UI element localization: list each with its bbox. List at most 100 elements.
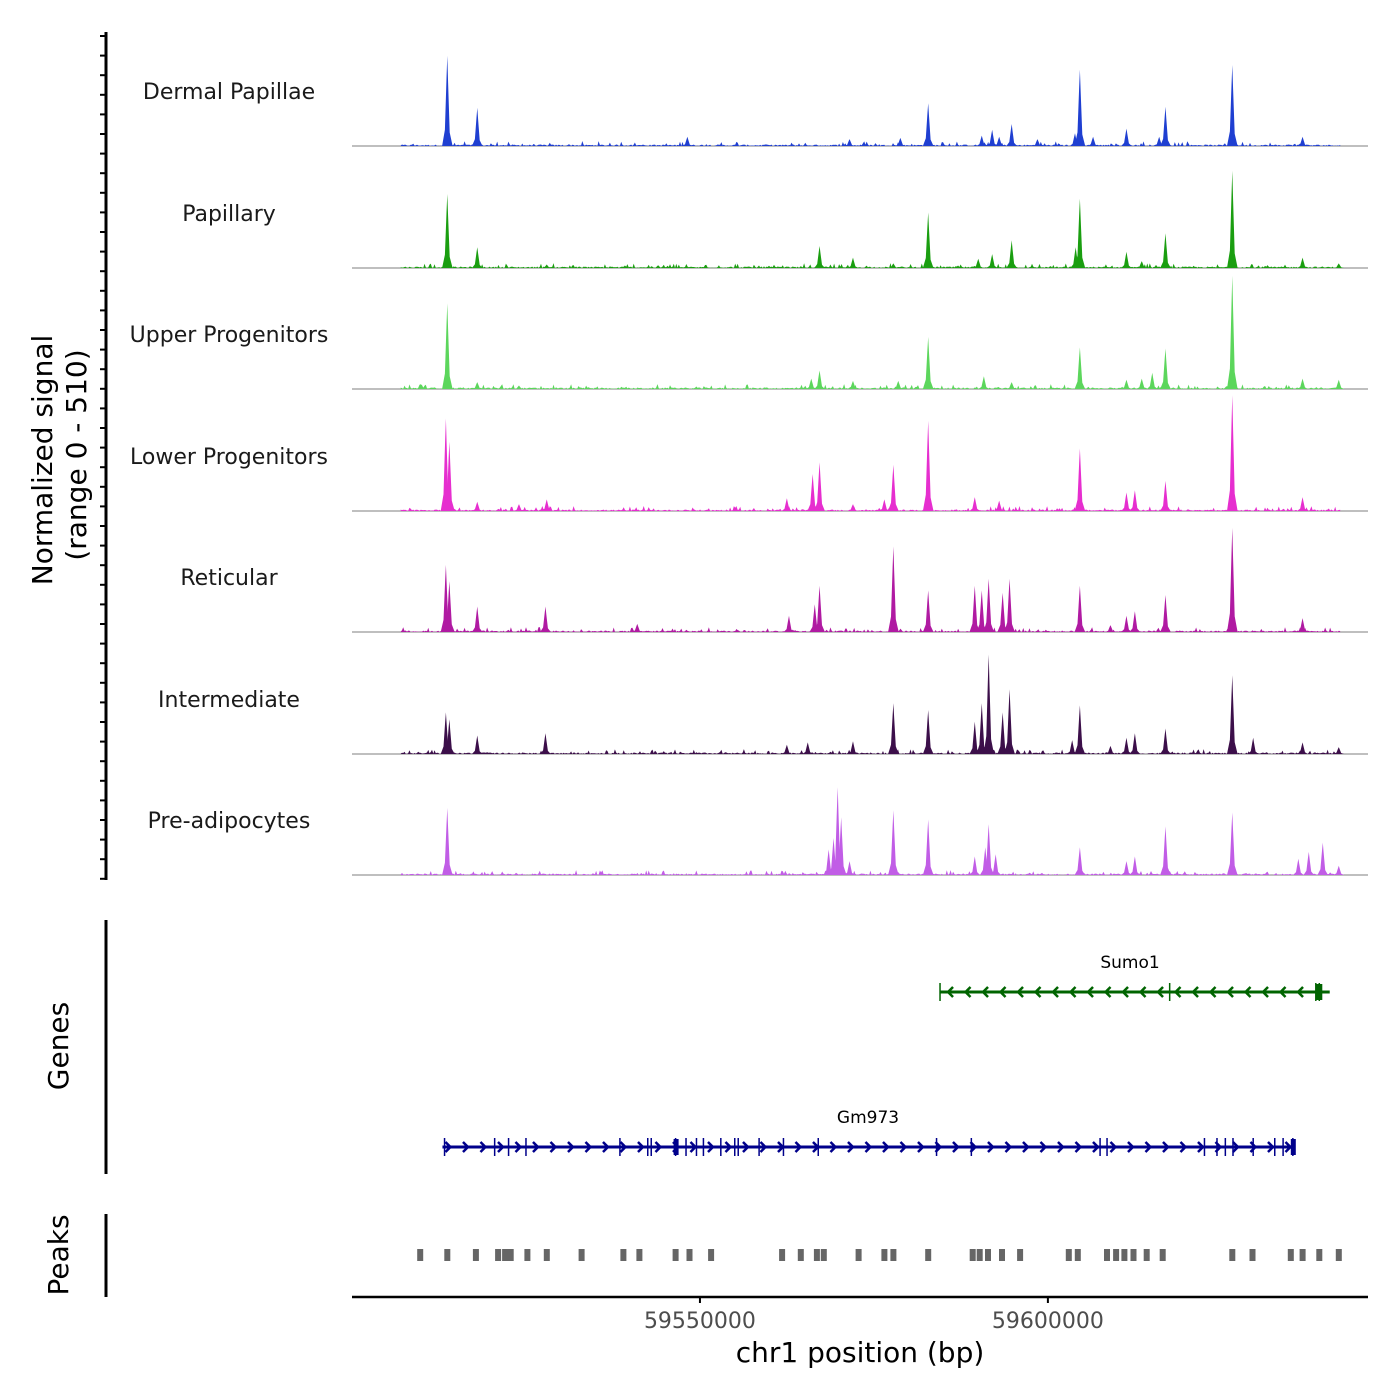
- signal-peak: [832, 787, 843, 875]
- signal-peak: [440, 418, 452, 511]
- signal-peak: [541, 499, 553, 511]
- strand-arrow: [998, 986, 1007, 998]
- x-axis-ticks: 59550000 59600000: [644, 1297, 1104, 1334]
- signal-peak: [983, 654, 994, 754]
- signal-peak: [978, 376, 990, 389]
- strand-arrow: [1121, 986, 1129, 998]
- y-axis-title-line1: Normalized signal: [26, 335, 59, 586]
- signal-peak: [442, 807, 453, 875]
- gene-label-sumo1: Sumo1: [1100, 953, 1159, 973]
- strand-arrow: [707, 1141, 715, 1153]
- strand-arrow: [759, 1141, 768, 1153]
- signal-peak: [1333, 379, 1345, 389]
- x-axis-title: chr1 position (bp): [736, 1336, 985, 1369]
- signal-peak: [472, 382, 483, 389]
- strand-arrow: [1284, 1141, 1293, 1153]
- signal-peak: [1297, 257, 1308, 268]
- signal-peak: [1227, 65, 1238, 146]
- signal-peak: [1121, 379, 1132, 389]
- strand-arrow: [1068, 986, 1077, 998]
- signal-peak: [835, 817, 847, 875]
- signal-peak: [442, 194, 453, 268]
- peak-region: [1065, 1249, 1072, 1261]
- strand-arrow: [532, 1141, 540, 1153]
- track-label-lower-progenitors: Lower Progenitors: [130, 445, 328, 470]
- signal-peak: [781, 498, 793, 511]
- peak-region: [636, 1249, 643, 1261]
- signal-peak: [888, 810, 899, 875]
- signal-tracks: Dermal Papillae Papillary Upper Progenitor…: [130, 55, 1368, 876]
- peak-region: [502, 1249, 509, 1261]
- signal-peak: [540, 606, 551, 632]
- strand-arrow: [899, 1141, 908, 1153]
- signal-peak: [1160, 348, 1171, 389]
- signal-peak: [1227, 170, 1238, 268]
- strand-arrow: [1057, 1141, 1065, 1153]
- signal-peak: [1074, 198, 1086, 268]
- peak-region: [507, 1249, 514, 1261]
- signal-peak: [922, 336, 934, 389]
- signal-peak: [1333, 747, 1345, 754]
- y-axis-title-line2: (range 0 - 510): [60, 349, 93, 560]
- signal-peak: [1333, 263, 1345, 268]
- strand-arrow: [1179, 1141, 1188, 1153]
- peak-region: [620, 1249, 627, 1261]
- strand-arrow: [689, 1141, 698, 1153]
- strand-arrow: [1261, 986, 1269, 998]
- signal-peak: [540, 733, 551, 754]
- peak-region: [1113, 1249, 1120, 1261]
- signal-peak: [513, 385, 525, 389]
- signal-peak: [1067, 740, 1078, 754]
- signal-peak: [993, 500, 1005, 511]
- signal-peak: [682, 136, 693, 146]
- signal-peak: [969, 497, 981, 511]
- signal-peak: [1105, 625, 1116, 632]
- signal-peak: [807, 474, 818, 511]
- signal-peak: [1074, 448, 1086, 511]
- strand-arrow: [1138, 986, 1147, 998]
- peak-region: [855, 1249, 862, 1261]
- peak-regions: [417, 1249, 1342, 1261]
- signal-peak: [781, 744, 793, 754]
- strand-arrow: [497, 1141, 505, 1153]
- signal-peak: [976, 135, 988, 146]
- signal-peak: [1227, 812, 1238, 875]
- peak-region: [1229, 1249, 1236, 1261]
- strand-arrow: [1226, 986, 1234, 998]
- background-signal: [400, 506, 1341, 511]
- signal-peak: [888, 263, 899, 268]
- strand-arrow: [1109, 1141, 1118, 1153]
- strand-arrow: [1267, 1141, 1275, 1153]
- strand-arrow: [963, 986, 972, 998]
- strand-arrow: [742, 1141, 750, 1153]
- signal-peak: [1297, 378, 1308, 389]
- signal-peak: [997, 592, 1008, 632]
- track-label-dermal-papillae: Dermal Papillae: [143, 80, 315, 105]
- signal-peak: [1297, 618, 1308, 632]
- strand-arrow: [1103, 986, 1112, 998]
- strand-arrow: [981, 986, 989, 998]
- strand-arrow: [1249, 1141, 1258, 1153]
- signal-peak: [976, 703, 988, 754]
- strand-arrow: [987, 1141, 995, 1153]
- peak-region: [779, 1249, 786, 1261]
- peak-region: [797, 1249, 804, 1261]
- signal-peak: [1333, 865, 1345, 875]
- peak-region: [969, 1249, 976, 1261]
- strand-arrow: [1208, 986, 1217, 998]
- signal-peak: [442, 303, 453, 389]
- strand-arrow: [1004, 1141, 1013, 1153]
- left-track-axes: [100, 32, 108, 1297]
- strand-arrow: [549, 1141, 558, 1153]
- strand-arrow: [1197, 1141, 1205, 1153]
- signal-peak: [1129, 733, 1141, 754]
- signal-peak: [1121, 861, 1132, 875]
- signal-peak: [814, 370, 825, 389]
- signal-peak: [895, 137, 906, 146]
- strand-arrow: [637, 1141, 645, 1153]
- signal-peak: [847, 504, 859, 511]
- signal-peak: [442, 55, 453, 146]
- track-label-reticular: Reticular: [180, 566, 278, 591]
- strand-arrow: [1144, 1141, 1153, 1153]
